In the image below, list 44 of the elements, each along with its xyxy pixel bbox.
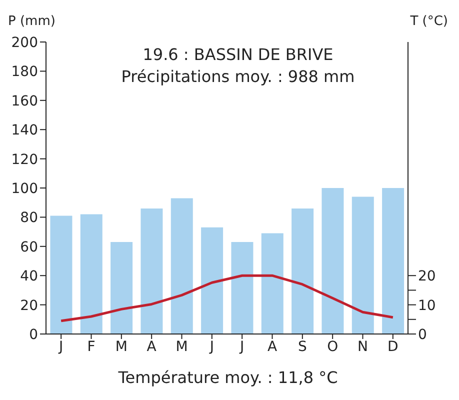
y-tick-label: 80: [20, 210, 38, 226]
x-tick-label: A: [267, 338, 278, 355]
x-tick-label: F: [87, 338, 96, 355]
x-tick-label: M: [176, 338, 188, 355]
y2-tick-label: 10: [418, 298, 436, 314]
x-tick-label: J: [58, 338, 64, 355]
bar: [170, 198, 193, 334]
x-tick-label: O: [327, 338, 338, 355]
y-tick-label: 0: [29, 326, 38, 343]
y-axis-title: P (mm): [8, 14, 56, 29]
y2-tick-label: 0: [418, 326, 427, 343]
text: Précipitations moy. : 988 mm: [120, 66, 356, 88]
bar: [80, 214, 102, 334]
y-tick-label: 160: [11, 93, 38, 110]
x-tick-label: D: [388, 338, 398, 355]
bar: [352, 196, 374, 334]
text: Température moy. : 11,8 °C: [117, 368, 339, 387]
y-tick-label: 20: [20, 298, 38, 314]
bar: [261, 233, 284, 334]
y-tick-label: 200: [11, 34, 38, 51]
x-tick-label: A: [146, 338, 157, 355]
bar: [201, 227, 224, 334]
bar: [50, 216, 72, 334]
bar: [110, 242, 133, 334]
x-tick-label: J: [239, 338, 244, 355]
x-tick-label: N: [358, 338, 368, 355]
y-tick-label: 180: [11, 64, 38, 80]
bar: [292, 208, 314, 334]
y-tick-label: 60: [20, 239, 38, 256]
y-tick-label: 100: [11, 180, 38, 197]
line-series: [60, 274, 394, 322]
x-tick-label: S: [298, 338, 307, 355]
y-tick-label: 40: [20, 268, 38, 285]
bar: [382, 188, 404, 334]
y2-tick-label: 20: [418, 268, 436, 285]
y2-axis-title: T (°C): [410, 14, 448, 29]
x-tick-label: J: [208, 338, 214, 355]
x-tick-label: M: [115, 338, 128, 355]
y-tick-label: 140: [11, 122, 38, 139]
bar: [140, 208, 163, 334]
chart-title: 19.6 : BASSIN DE BRIVE: [142, 44, 334, 66]
bar: [322, 188, 344, 334]
y-tick-label: 120: [11, 152, 38, 168]
bar: [231, 242, 254, 334]
